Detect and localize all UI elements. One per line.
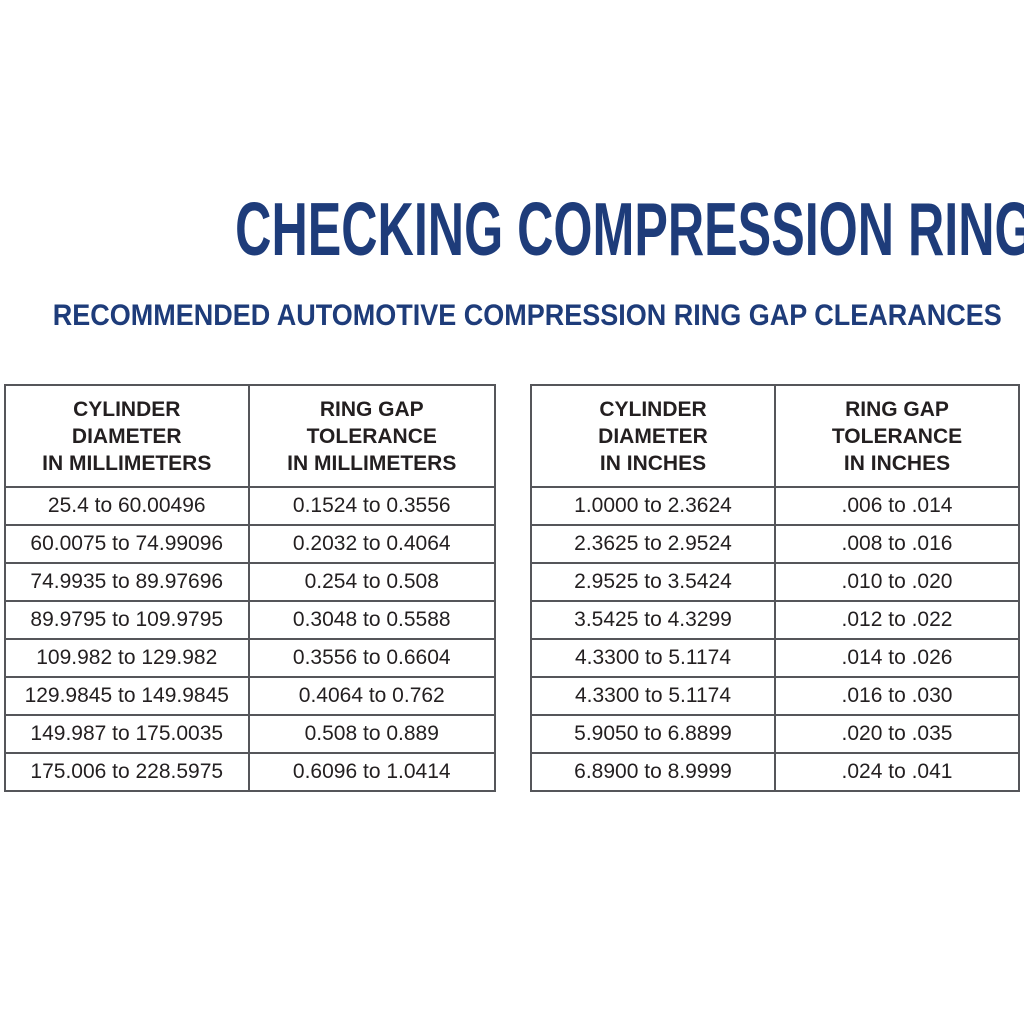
header-line: RING GAP	[845, 397, 949, 421]
tolerance-cell: .008 to .016	[774, 524, 1020, 564]
table-row: 1.0000 to 2.3624 .006 to .014	[530, 486, 1020, 526]
tolerance-cell: 0.2032 to 0.4064	[247, 524, 497, 564]
header-line: IN MILLIMETERS	[287, 451, 457, 475]
inch-diameter-header: CYLINDER DIAMETER IN INCHES	[530, 384, 776, 488]
header-line: IN INCHES	[843, 451, 951, 475]
metric-diameter-header: CYLINDER DIAMETER IN MILLIMETERS	[4, 384, 250, 488]
table-row: 149.987 to 175.0035 0.508 to 0.889	[4, 714, 497, 754]
table-row: 4.3300 to 5.1174 .014 to .026	[530, 638, 1020, 678]
diameter-cell: 2.9525 to 3.5424	[530, 562, 776, 602]
tolerance-cell: .006 to .014	[774, 486, 1020, 526]
tolerance-cell: 0.508 to 0.889	[247, 714, 497, 754]
table-row: 74.9935 to 89.97696 0.254 to 0.508	[4, 562, 497, 602]
page-subtitle-text: RECOMMENDED AUTOMOTIVE COMPRESSION RING …	[52, 299, 1002, 332]
diameter-cell: 25.4 to 60.00496	[4, 486, 250, 526]
diameter-cell: 89.9795 to 109.9795	[4, 600, 250, 640]
tolerance-cell: 0.254 to 0.508	[247, 562, 497, 602]
header-line: DIAMETER	[598, 424, 708, 448]
diameter-cell: 175.006 to 228.5975	[4, 752, 250, 792]
diameter-cell: 60.0075 to 74.99096	[4, 524, 250, 564]
diameter-cell: 1.0000 to 2.3624	[530, 486, 776, 526]
page-title: CHECKING COMPRESSION RING GAPS	[0, 192, 1024, 267]
header-line: CYLINDER	[599, 397, 707, 421]
metric-table: CYLINDER DIAMETER IN MILLIMETERS RING GA…	[4, 384, 497, 792]
page-subtitle: RECOMMENDED AUTOMOTIVE COMPRESSION RING …	[0, 301, 1024, 331]
metric-header-row: CYLINDER DIAMETER IN MILLIMETERS RING GA…	[4, 384, 497, 488]
table-row: 6.8900 to 8.9999 .024 to .041	[530, 752, 1020, 792]
header-line: TOLERANCE	[831, 424, 963, 448]
tolerance-cell: .012 to .022	[774, 600, 1020, 640]
metric-tolerance-header: RING GAP TOLERANCE IN MILLIMETERS	[247, 384, 497, 488]
header-line: IN INCHES	[599, 451, 707, 475]
header-line: TOLERANCE	[306, 424, 437, 448]
tolerance-cell: 0.4064 to 0.762	[247, 676, 497, 716]
diameter-cell: 5.9050 to 6.8899	[530, 714, 776, 754]
diameter-cell: 4.3300 to 5.1174	[530, 676, 776, 716]
table-row: 175.006 to 228.5975 0.6096 to 1.0414	[4, 752, 497, 792]
table-row: 4.3300 to 5.1174 .016 to .030	[530, 676, 1020, 716]
table-row: 89.9795 to 109.9795 0.3048 to 0.5588	[4, 600, 497, 640]
diameter-cell: 6.8900 to 8.9999	[530, 752, 776, 792]
tolerance-cell: 0.1524 to 0.3556	[247, 486, 497, 526]
inch-table: CYLINDER DIAMETER IN INCHES RING GAP TOL…	[530, 384, 1020, 792]
inch-tolerance-header: RING GAP TOLERANCE IN INCHES	[774, 384, 1020, 488]
inch-header-row: CYLINDER DIAMETER IN INCHES RING GAP TOL…	[530, 384, 1020, 488]
tolerance-cell: 0.3048 to 0.5588	[247, 600, 497, 640]
header-line: DIAMETER	[71, 424, 182, 448]
tolerance-cell: .016 to .030	[774, 676, 1020, 716]
table-row: 109.982 to 129.982 0.3556 to 0.6604	[4, 638, 497, 678]
diameter-cell: 109.982 to 129.982	[4, 638, 250, 678]
header-line: IN MILLIMETERS	[42, 451, 212, 475]
page-title-text: CHECKING COMPRESSION RING GAPS	[235, 187, 1024, 271]
tolerance-cell: 0.3556 to 0.6604	[247, 638, 497, 678]
table-row: 3.5425 to 4.3299 .012 to .022	[530, 600, 1020, 640]
header-line: RING GAP	[319, 397, 424, 421]
diameter-cell: 3.5425 to 4.3299	[530, 600, 776, 640]
diameter-cell: 149.987 to 175.0035	[4, 714, 250, 754]
table-row: 2.9525 to 3.5424 .010 to .020	[530, 562, 1020, 602]
table-row: 60.0075 to 74.99096 0.2032 to 0.4064	[4, 524, 497, 564]
tolerance-cell: .024 to .041	[774, 752, 1020, 792]
diameter-cell: 74.9935 to 89.97696	[4, 562, 250, 602]
header-line: CYLINDER	[73, 397, 181, 421]
tolerance-cell: .010 to .020	[774, 562, 1020, 602]
diameter-cell: 2.3625 to 2.9524	[530, 524, 776, 564]
tolerance-cell: .014 to .026	[774, 638, 1020, 678]
diameter-cell: 4.3300 to 5.1174	[530, 638, 776, 678]
table-row: 2.3625 to 2.9524 .008 to .016	[530, 524, 1020, 564]
diameter-cell: 129.9845 to 149.9845	[4, 676, 250, 716]
table-row: 5.9050 to 6.8899 .020 to .035	[530, 714, 1020, 754]
tolerance-cell: .020 to .035	[774, 714, 1020, 754]
tolerance-cell: 0.6096 to 1.0414	[247, 752, 497, 792]
table-row: 25.4 to 60.00496 0.1524 to 0.3556	[4, 486, 497, 526]
table-row: 129.9845 to 149.9845 0.4064 to 0.762	[4, 676, 497, 716]
